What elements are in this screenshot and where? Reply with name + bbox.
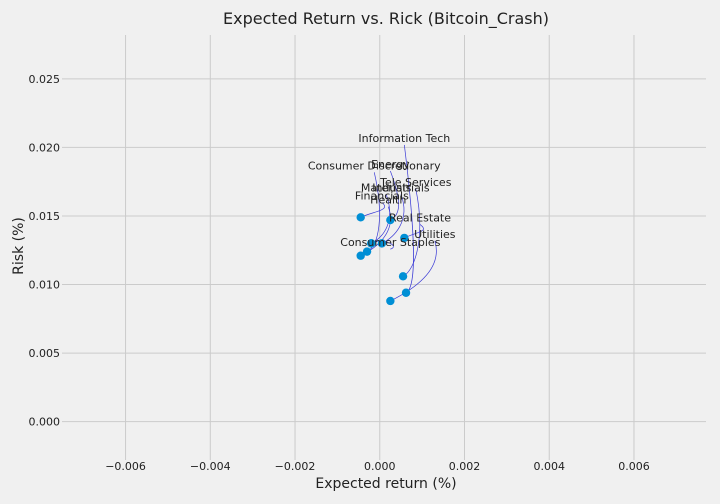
y-tick-label: 0.025 <box>29 73 61 86</box>
chart-title: Expected Return vs. Rick (Bitcoin_Crash) <box>223 9 549 29</box>
y-tick-label: 0.010 <box>29 279 61 292</box>
data-point <box>377 239 387 248</box>
x-tick-labels: −0.006 −0.004 −0.002 0.000 0.002 0.004 0.006 <box>105 460 650 473</box>
point-label: Materials <box>361 181 412 194</box>
x-tick-label: −0.004 <box>190 460 231 473</box>
point-label: Energy <box>371 158 410 171</box>
x-tick-label: 0.002 <box>449 460 481 473</box>
y-tick-label: 0.000 <box>29 416 61 429</box>
y-tick-label: 0.015 <box>29 210 61 223</box>
point-label: Health <box>370 194 406 207</box>
point-label: Tele Services <box>379 176 452 189</box>
x-tick-label: 0.000 <box>364 460 396 473</box>
y-tick-label: 0.020 <box>29 141 61 154</box>
x-tick-label: 0.006 <box>618 460 650 473</box>
x-tick-label: 0.004 <box>533 460 565 473</box>
point-label: Information Tech <box>358 132 450 145</box>
point-label: Consumer Staples <box>340 236 440 249</box>
data-point <box>398 272 408 281</box>
label-connector <box>402 188 421 277</box>
y-tick-label: 0.005 <box>29 347 61 360</box>
data-point <box>401 288 411 297</box>
label-connector <box>366 172 380 252</box>
point-label: Real Estate <box>389 211 451 224</box>
y-tick-labels: 0.000 0.005 0.010 0.015 0.020 0.025 <box>29 73 61 429</box>
data-points <box>356 213 411 306</box>
point-label: Financials <box>355 190 409 203</box>
point-label: Consumer Discretionary <box>308 159 441 172</box>
y-axis-label: Risk (%) <box>11 217 27 275</box>
point-label: Industrials <box>372 181 430 194</box>
x-tick-label: −0.002 <box>275 460 316 473</box>
x-tick-label: −0.006 <box>105 460 146 473</box>
point-label: Utilities <box>414 228 456 241</box>
label-connector <box>390 240 437 302</box>
x-axis-label: Expected return (%) <box>315 476 456 492</box>
data-point <box>400 233 409 243</box>
data-point <box>356 251 365 260</box>
data-point <box>367 239 376 248</box>
data-point <box>362 247 372 256</box>
data-point <box>356 213 365 222</box>
data-point <box>386 296 395 306</box>
data-point <box>386 215 395 225</box>
grid-lines <box>62 35 706 460</box>
label-connector <box>403 144 414 294</box>
